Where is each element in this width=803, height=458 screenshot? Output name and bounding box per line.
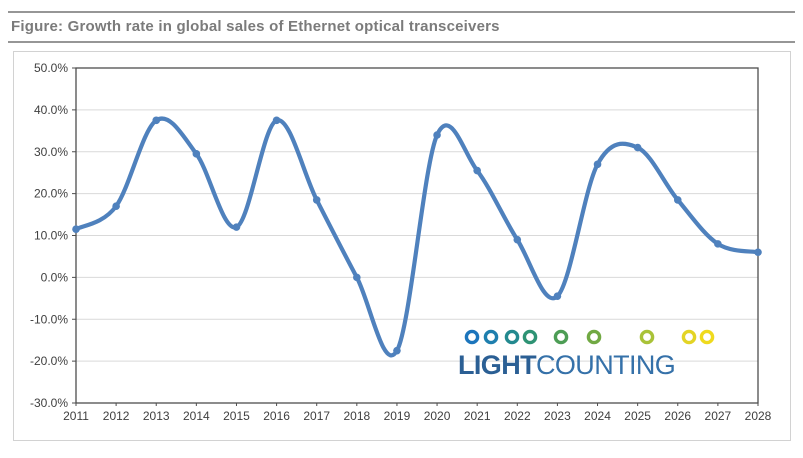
x-axis-label: 2028 <box>745 409 772 423</box>
y-axis-label: -30.0% <box>30 396 68 410</box>
x-axis-label: 2021 <box>464 409 491 423</box>
chain-ring-icon <box>553 329 569 345</box>
y-axis-label: 20.0% <box>34 187 68 201</box>
data-point-marker <box>714 240 722 248</box>
growth-rate-chart: 50.0% 40.0% 30.0% 20.0% 10.0% 0.0% -10.0% -20.0… <box>14 52 790 440</box>
y-axis-label: 10.0% <box>34 229 68 243</box>
logo-wordmark: LIGHTCOUNTING <box>458 352 734 379</box>
x-axis-label: 2017 <box>303 409 330 423</box>
data-point-marker <box>593 160 602 169</box>
x-axis-label: 2016 <box>263 409 290 423</box>
data-point-marker <box>112 202 120 210</box>
data-point-marker <box>513 235 522 244</box>
data-point-marker <box>232 223 241 231</box>
x-axis-label: 2023 <box>544 409 571 423</box>
chain-ring-icon <box>464 329 480 345</box>
chain-ring-icon <box>504 329 520 345</box>
x-axis-label: 2018 <box>343 409 370 423</box>
x-axis-label: 2012 <box>103 409 130 423</box>
data-point-marker <box>754 248 762 257</box>
y-axis-label: 40.0% <box>34 103 68 117</box>
x-axis-label: 2024 <box>584 409 611 423</box>
data-point-marker <box>152 116 161 125</box>
fiber-chain-icon <box>458 329 726 345</box>
data-point-marker <box>312 196 321 204</box>
data-point-marker <box>433 131 441 139</box>
chain-ring-icon <box>586 329 602 345</box>
y-axis-label: 0.0% <box>41 270 69 284</box>
logo-word-counting: COUNTING <box>536 350 676 380</box>
data-point-marker <box>473 166 481 175</box>
y-axis-label: -20.0% <box>30 354 68 368</box>
data-point-marker <box>72 225 80 234</box>
chain-ring-icon <box>681 329 697 345</box>
chain-ring-icon <box>483 329 499 345</box>
x-axis-label: 2025 <box>624 409 651 423</box>
x-axis-label: 2022 <box>504 409 531 423</box>
chart-svg: 50.0% 40.0% 30.0% 20.0% 10.0% 0.0% -10.0% -20.0… <box>30 61 772 423</box>
lightcounting-logo: LIGHTCOUNTING <box>458 323 734 393</box>
figure-title: Figure: Growth rate in global sales of E… <box>11 18 500 35</box>
x-axis-label: 2019 <box>384 409 411 423</box>
data-point-marker <box>393 346 401 355</box>
data-point-marker <box>192 150 201 158</box>
x-axis-label: 2026 <box>664 409 691 423</box>
chain-ring-icon <box>522 329 538 345</box>
x-axis-label: 2011 <box>63 409 89 423</box>
x-axis-label: 2020 <box>424 409 451 423</box>
x-axis-label: 2027 <box>705 409 732 423</box>
x-axis-label: 2014 <box>183 409 210 423</box>
data-point-marker <box>353 273 361 282</box>
figure-title-bar: Figure: Growth rate in global sales of E… <box>8 11 795 43</box>
data-point-marker <box>272 116 281 125</box>
logo-word-light: LIGHT <box>458 350 537 380</box>
x-axis-label: 2015 <box>223 409 250 423</box>
data-point-marker <box>673 196 682 204</box>
x-axis-label: 2013 <box>143 409 170 423</box>
chain-ring-icon <box>639 329 655 345</box>
data-point-marker <box>633 143 642 152</box>
growth-rate-line <box>73 116 761 358</box>
y-axis-label: -10.0% <box>30 312 68 326</box>
y-axis-label: 50.0% <box>34 61 68 75</box>
y-axis-label: 30.0% <box>34 145 68 159</box>
chart-frame: 50.0% 40.0% 30.0% 20.0% 10.0% 0.0% -10.0% -20.0… <box>13 51 791 441</box>
data-point-marker <box>553 292 562 301</box>
chain-ring-icon <box>699 329 715 345</box>
